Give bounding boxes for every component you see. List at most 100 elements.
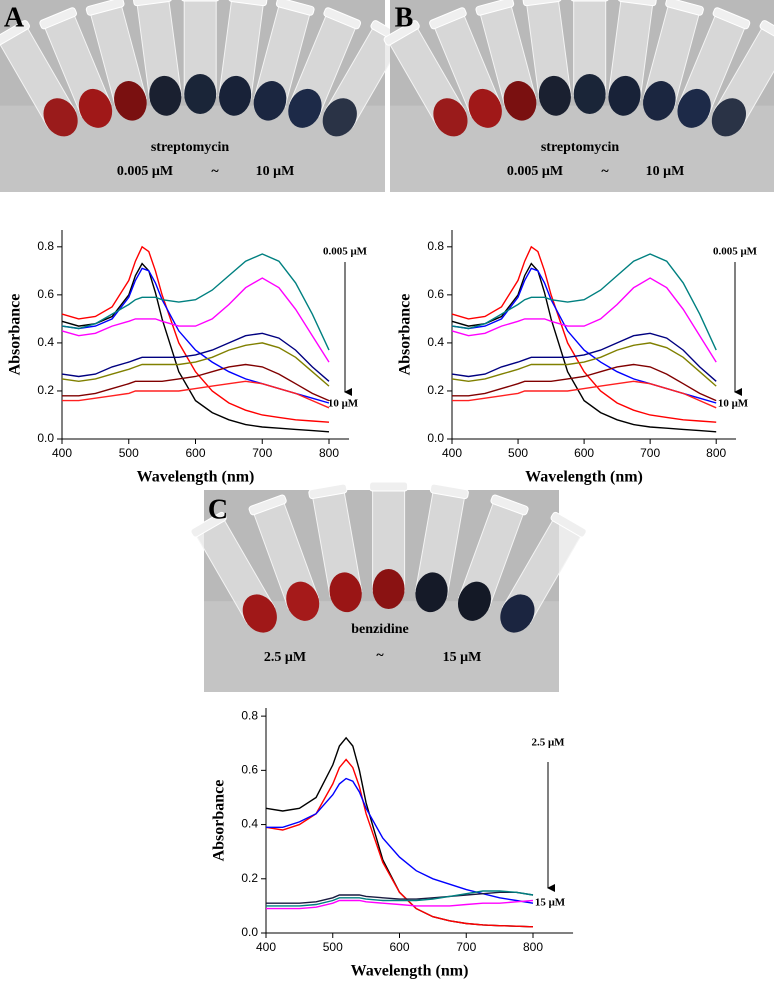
x-tick-label: 400: [52, 446, 72, 460]
tube-cap: [190, 511, 227, 538]
x-tick-label: 800: [706, 446, 726, 460]
tube: [288, 7, 362, 128]
photo-compound: streptomycin: [151, 140, 229, 155]
x-tick-label: 700: [252, 446, 272, 460]
spectrum-line: [452, 363, 717, 402]
tube: [190, 511, 277, 633]
x-axis-title: Wavelength (nm): [525, 469, 643, 486]
tube-cap: [39, 7, 78, 30]
tube-liquid: [286, 581, 320, 621]
spectrum-line: [61, 277, 330, 363]
tube: [522, 0, 572, 116]
spectrum-line: [452, 380, 717, 409]
spectrum-line: [61, 253, 330, 351]
tube-cap: [522, 0, 562, 7]
tube: [475, 0, 537, 121]
tube: [308, 483, 363, 613]
tube: [85, 0, 147, 121]
x-tick-label: 500: [119, 446, 139, 460]
y-tick-label: 0.0: [241, 925, 258, 939]
x-tick-label: 700: [456, 940, 476, 954]
spectrum-line: [266, 777, 534, 904]
spectrum-line: [62, 380, 330, 409]
x-tick-label: 800: [523, 940, 543, 954]
panel-letter: C: [208, 494, 228, 525]
x-tick-label: 600: [185, 446, 205, 460]
tube-liquid: [329, 572, 362, 613]
tube-liquid: [503, 81, 537, 121]
y-tick-label: 0.4: [241, 817, 258, 831]
tube-cap: [570, 0, 609, 2]
tube: [457, 494, 529, 621]
tube-liquid: [500, 594, 535, 633]
photo-low: 2.5 μM: [264, 650, 306, 665]
tube-cap: [323, 7, 362, 30]
x-tick-label: 500: [323, 940, 343, 954]
tube-cap: [85, 0, 125, 16]
photo-compound: streptomycin: [541, 140, 619, 155]
tube-liquid: [253, 81, 287, 121]
tube-liquid: [149, 75, 182, 116]
tube: [500, 511, 587, 633]
y-tick-label: 0.2: [427, 383, 444, 397]
x-tick-label: 700: [640, 446, 660, 460]
y-axis-title: Absorbance: [211, 780, 228, 862]
spectrum-line: [265, 758, 534, 928]
tube: [383, 20, 468, 137]
tube-cap: [429, 7, 467, 30]
y-axis-title: Absorbance: [397, 294, 414, 376]
annotation-bottom: 10 μM: [718, 398, 749, 410]
photo-compound: benzidine: [351, 622, 409, 637]
tube: [429, 7, 502, 128]
tube: [369, 481, 409, 609]
tube-cap: [665, 0, 704, 16]
tube: [711, 20, 774, 137]
y-tick-label: 0.6: [427, 287, 444, 301]
annotation-bottom: 15 μM: [535, 897, 566, 909]
x-tick-label: 400: [256, 940, 276, 954]
tube-liquid: [468, 88, 502, 128]
spectrum-line: [62, 363, 330, 402]
y-tick-label: 0.6: [241, 763, 258, 777]
photo-high: 15 μM: [443, 650, 482, 665]
spectrum-line: [451, 342, 717, 387]
tube-liquid: [114, 81, 147, 121]
spectrum-line: [61, 267, 330, 404]
panel-letter: A: [4, 2, 25, 33]
tube-liquid: [372, 569, 405, 609]
tube-liquid: [573, 74, 606, 114]
tube-liquid: [219, 75, 252, 116]
tube-cap: [712, 7, 751, 30]
tube-liquid: [643, 81, 676, 121]
x-axis-title: Wavelength (nm): [351, 963, 469, 980]
tube-liquid: [288, 88, 322, 128]
x-tick-label: 800: [319, 446, 339, 460]
tube-cap: [275, 0, 315, 16]
spectrum-line: [266, 899, 534, 910]
tube-liquid: [415, 572, 448, 613]
tube-cap: [617, 0, 657, 7]
photo-high: 10 μM: [256, 164, 295, 179]
tube: [642, 0, 704, 121]
photo-low: 0.005 μM: [117, 164, 173, 179]
annotation-top: 0.005 μM: [713, 246, 758, 258]
tube-cap: [383, 20, 420, 46]
photo-tilde: ~: [601, 164, 609, 179]
tube: [414, 483, 469, 613]
tube-liquid: [433, 98, 468, 137]
tube-cap: [369, 481, 409, 492]
tube-liquid: [608, 75, 641, 116]
tube-cap: [475, 0, 515, 16]
tube-liquid: [711, 98, 747, 137]
y-tick-label: 0.0: [37, 431, 54, 445]
tube: [248, 494, 320, 621]
spectrum-line: [451, 245, 717, 423]
x-tick-label: 600: [389, 940, 409, 954]
annotation-top: 0.005 μM: [323, 246, 368, 258]
spectrum-line: [451, 277, 717, 363]
spectrum-line: [266, 890, 534, 907]
tube-liquid: [184, 74, 217, 114]
x-tick-label: 400: [442, 446, 462, 460]
tube: [218, 0, 268, 116]
annotation-top: 2.5 μM: [531, 737, 565, 749]
